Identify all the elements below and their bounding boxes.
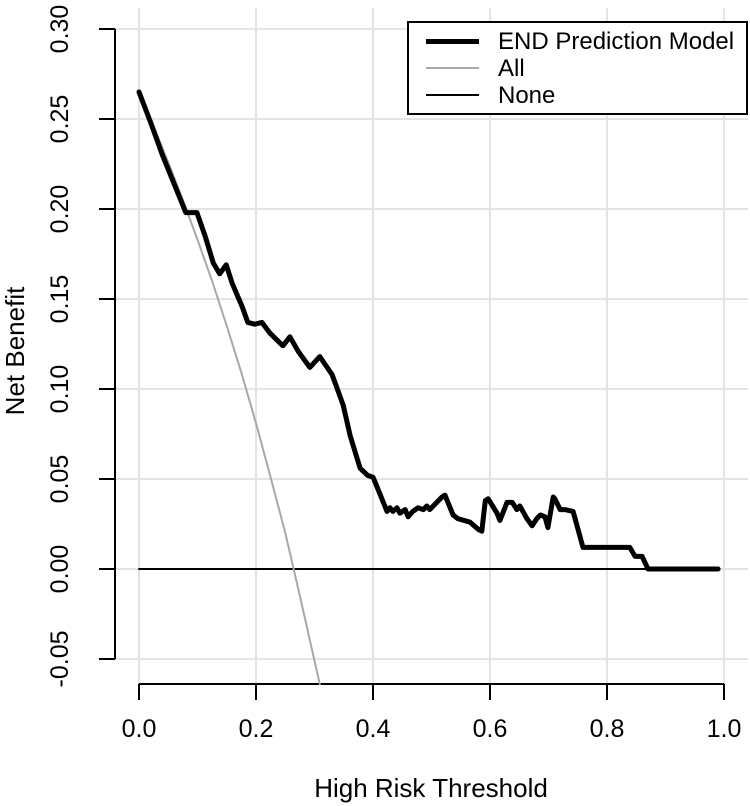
legend: END Prediction Model All None [407,21,748,115]
axes [99,28,725,700]
x-tick-label: 0.0 [122,715,157,743]
y-tick-label: 0.30 [46,5,74,54]
series-line-all [138,91,321,686]
all-line-sample [426,67,479,69]
x-tick-label: 0.4 [356,715,391,743]
model-line-sample [426,38,479,44]
y-axis-title: Net Benefit [0,286,30,415]
y-tick-label: 0.20 [46,185,74,234]
y-tick-label: 0.05 [46,455,74,504]
y-tick-label: 0.15 [46,275,74,324]
y-tick-label: 0.10 [46,365,74,414]
legend-item-none: None [426,82,746,109]
none-line-sample [426,94,479,96]
series-lines [136,89,721,686]
x-tick-label: 1.0 [707,715,742,743]
legend-label-all: All [498,54,525,82]
legend-label-none: None [498,81,556,109]
x-tick-label: 0.8 [590,715,625,743]
x-tick-label: 0.6 [473,715,508,743]
legend-item-model: END Prediction Model [426,28,746,55]
y-tick-label: 0.00 [46,545,74,594]
x-axis-title: High Risk Threshold [314,773,548,803]
y-tick-label: 0.25 [46,95,74,144]
legend-item-all: All [426,55,746,82]
x-tick-label: 0.2 [239,715,274,743]
y-tick-label: -0.05 [46,631,74,688]
legend-label-model: END Prediction Model [498,27,735,55]
tick-labels: -0.05 0.00 0.05 0.10 0.15 0.20 0.25 0.30 0.0 0.2 0… [46,5,741,743]
series-line-end-prediction-model [136,89,721,572]
